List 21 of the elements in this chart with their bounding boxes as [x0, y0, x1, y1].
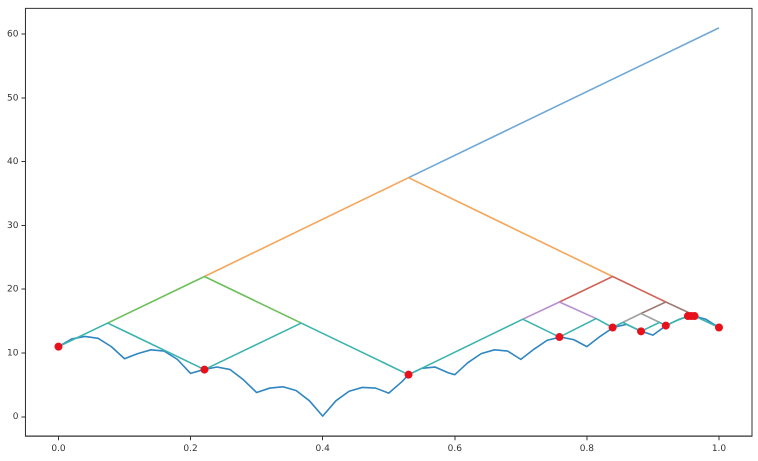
point: [608, 323, 617, 332]
y-tick-label: 40: [7, 157, 19, 168]
y-tick-label: 30: [7, 220, 19, 231]
point: [662, 322, 670, 330]
point: [200, 366, 208, 374]
point: [714, 323, 723, 332]
point: [637, 327, 646, 336]
point: [404, 370, 413, 379]
y-tick-label: 60: [7, 30, 19, 40]
x-tick-label: 1.0: [712, 444, 726, 454]
x-tick-label: 0.6: [448, 444, 462, 454]
x-tick-label: 0.4: [316, 444, 330, 454]
x-tick-label: 0.0: [51, 444, 66, 454]
point: [555, 333, 564, 342]
y-tick-label: 10: [7, 348, 19, 358]
x-tick-label: 0.2: [183, 444, 198, 454]
y-tick-label: 20: [7, 284, 19, 295]
y-tick-label: 50: [7, 93, 19, 104]
y-tick-label: 0: [12, 412, 19, 422]
x-tick-label: 0.8: [580, 444, 594, 454]
point: [54, 342, 62, 351]
